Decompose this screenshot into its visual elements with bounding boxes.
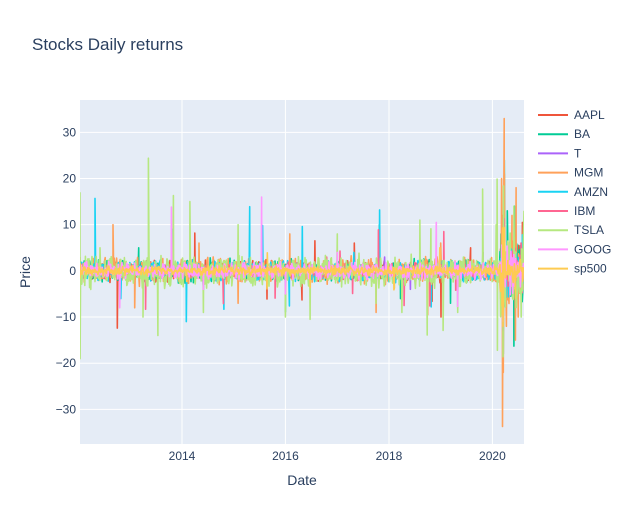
legend-item-ibm[interactable]: IBM [538, 204, 595, 218]
y-tick-label: 10 [63, 218, 77, 232]
legend[interactable]: AAPL BA T MGM AMZN IBM TSLA GOOG sp500 [538, 108, 611, 276]
legend-label: T [574, 146, 582, 160]
x-tick-label: 2018 [376, 449, 403, 463]
y-tick-label: −20 [56, 356, 77, 370]
legend-item-amzn[interactable]: AMZN [538, 185, 608, 199]
legend-item-tsla[interactable]: TSLA [538, 223, 604, 237]
y-axis-title: Price [17, 256, 33, 288]
x-tick-label: 2020 [479, 449, 506, 463]
series-lines [80, 117, 524, 428]
y-tick-label: 0 [69, 264, 76, 278]
legend-label: AAPL [574, 108, 605, 122]
y-tick-label: 30 [63, 125, 77, 139]
legend-item-goog[interactable]: GOOG [538, 242, 611, 256]
x-axis-title: Date [287, 472, 317, 488]
x-axis-ticks: 2014 2016 2018 2020 [169, 449, 506, 463]
legend-label: TSLA [574, 223, 604, 237]
y-tick-label: 20 [63, 171, 77, 185]
legend-label: GOOG [574, 242, 611, 256]
legend-item-sp500[interactable]: sp500 [538, 262, 607, 276]
legend-label: BA [574, 127, 590, 141]
y-tick-label: −10 [56, 310, 77, 324]
legend-label: sp500 [574, 262, 607, 276]
y-tick-label: −30 [56, 402, 77, 416]
legend-label: AMZN [574, 185, 608, 199]
series-line-sp500 [80, 226, 524, 328]
x-tick-label: 2016 [272, 449, 299, 463]
chart-title: Stocks Daily returns [32, 35, 183, 54]
legend-item-t[interactable]: T [538, 146, 582, 160]
x-tick-label: 2014 [169, 449, 196, 463]
legend-item-aapl[interactable]: AAPL [538, 108, 605, 122]
legend-item-mgm[interactable]: MGM [538, 166, 603, 180]
legend-label: MGM [574, 166, 603, 180]
legend-item-ba[interactable]: BA [538, 127, 590, 141]
y-axis-ticks: 30 20 10 0 −10 −20 −30 [56, 125, 77, 416]
legend-label: IBM [574, 204, 595, 218]
